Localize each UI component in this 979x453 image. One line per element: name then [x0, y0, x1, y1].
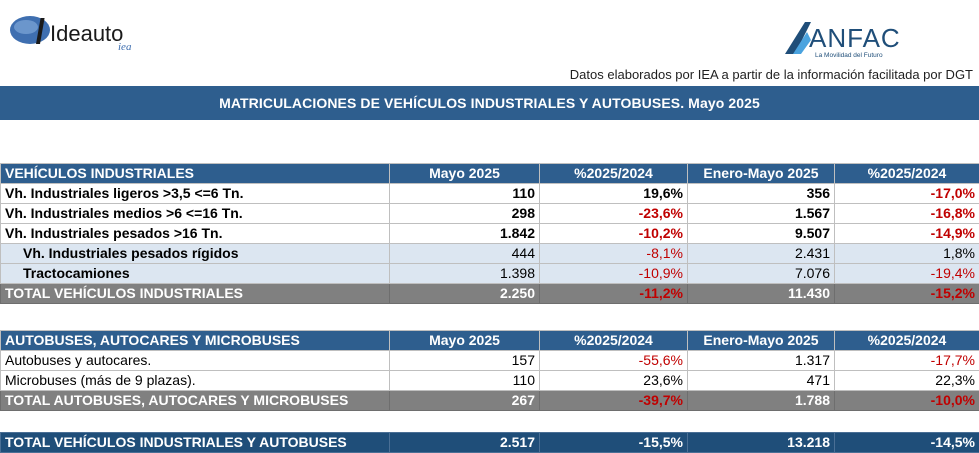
col-header-month: Mayo 2025	[389, 163, 540, 184]
col-header-ytd: Enero-Mayo 2025	[687, 330, 835, 351]
month-value: 157	[389, 350, 540, 371]
col-header-ytd: Enero-Mayo 2025	[687, 163, 835, 184]
grand-total-row: TOTAL VEHÍCULOS INDUSTRIALES Y AUTOBUSES…	[0, 432, 979, 453]
anfac-logo-tagline: La Movilidad del Futuro	[815, 52, 883, 59]
ytd-pct: -14,9%	[834, 223, 979, 244]
col-header-category: VEHÍCULOS INDUSTRIALES	[0, 163, 390, 184]
col-header-pct-ytd: %2025/2024	[834, 163, 979, 184]
ideauto-logo: Ideauto iea	[6, 10, 156, 54]
table-row: Vh. Industriales pesados rígidos 444 -8,…	[0, 243, 979, 264]
row-label: Autobuses y autocares.	[0, 350, 390, 371]
month-pct: -55,6%	[539, 350, 688, 371]
total-ytd-value: 1.788	[687, 390, 835, 411]
col-header-category: AUTOBUSES, AUTOCARES Y MICROBUSES	[0, 330, 390, 351]
month-pct: -8,1%	[539, 243, 688, 264]
total-month-value: 2.250	[389, 283, 540, 304]
month-pct: -10,9%	[539, 263, 688, 284]
grand-total-ytd-value: 13.218	[687, 432, 835, 453]
total-ytd-pct: -10,0%	[834, 390, 979, 411]
source-note: Datos elaborados por IEA a partir de la …	[569, 67, 973, 82]
ytd-pct: 22,3%	[834, 370, 979, 391]
row-label: Vh. Industriales medios >6 <=16 Tn.	[0, 203, 390, 224]
col-header-pct-month: %2025/2024	[539, 163, 688, 184]
col-header-pct-month: %2025/2024	[539, 330, 688, 351]
month-pct: 23,6%	[539, 370, 688, 391]
grand-total-table: TOTAL VEHÍCULOS INDUSTRIALES Y AUTOBUSES…	[0, 432, 979, 453]
ytd-pct: -17,7%	[834, 350, 979, 371]
total-row: TOTAL VEHÍCULOS INDUSTRIALES 2.250 -11,2…	[0, 283, 979, 304]
row-label: Vh. Industriales pesados rígidos	[0, 243, 390, 264]
ideauto-logo-sub: iea	[118, 41, 132, 53]
total-month-value: 267	[389, 390, 540, 411]
ytd-value: 1.567	[687, 203, 835, 224]
total-ytd-pct: -15,2%	[834, 283, 979, 304]
row-label: Vh. Industriales ligeros >3,5 <=6 Tn.	[0, 183, 390, 204]
row-label: Vh. Industriales pesados >16 Tn.	[0, 223, 390, 244]
month-value: 110	[389, 183, 540, 204]
month-pct: -10,2%	[539, 223, 688, 244]
total-month-pct: -39,7%	[539, 390, 688, 411]
row-label: Microbuses (más de 9 plazas).	[0, 370, 390, 391]
grand-total-ytd-pct: -14,5%	[834, 432, 979, 453]
month-value: 1.842	[389, 223, 540, 244]
ideauto-logo-mark: Ideauto iea	[10, 16, 132, 53]
ytd-pct: -17,0%	[834, 183, 979, 204]
ideauto-logo-text: Ideauto	[50, 21, 123, 46]
anfac-logo-mark: ANFAC La Movilidad del Futuro	[785, 22, 901, 59]
month-value: 444	[389, 243, 540, 264]
anfac-logo-text: ANFAC	[809, 23, 901, 53]
buses-table: AUTOBUSES, AUTOCARES Y MICROBUSES Mayo 2…	[0, 330, 979, 411]
month-pct: 19,6%	[539, 183, 688, 204]
row-label: Tractocamiones	[0, 263, 390, 284]
ytd-value: 2.431	[687, 243, 835, 264]
table-header-row: AUTOBUSES, AUTOCARES Y MICROBUSES Mayo 2…	[0, 330, 979, 351]
report-title-banner: MATRICULACIONES DE VEHÍCULOS INDUSTRIALE…	[0, 86, 979, 120]
ytd-pct: -16,8%	[834, 203, 979, 224]
anfac-logo: ANFAC La Movilidad del Futuro	[783, 20, 943, 64]
ytd-pct: 1,8%	[834, 243, 979, 264]
industrial-vehicles-table: VEHÍCULOS INDUSTRIALES Mayo 2025 %2025/2…	[0, 163, 979, 304]
total-row: TOTAL AUTOBUSES, AUTOCARES Y MICROBUSES …	[0, 390, 979, 411]
month-value: 1.398	[389, 263, 540, 284]
grand-total-month-pct: -15,5%	[539, 432, 688, 453]
report-title: MATRICULACIONES DE VEHÍCULOS INDUSTRIALE…	[219, 95, 760, 111]
ytd-value: 471	[687, 370, 835, 391]
col-header-pct-ytd: %2025/2024	[834, 330, 979, 351]
total-label: TOTAL AUTOBUSES, AUTOCARES Y MICROBUSES	[0, 390, 390, 411]
ytd-value: 7.076	[687, 263, 835, 284]
table-row: Autobuses y autocares. 157 -55,6% 1.317 …	[0, 350, 979, 371]
total-label: TOTAL VEHÍCULOS INDUSTRIALES	[0, 283, 390, 304]
total-month-pct: -11,2%	[539, 283, 688, 304]
ytd-value: 9.507	[687, 223, 835, 244]
total-ytd-value: 11.430	[687, 283, 835, 304]
table-row: Microbuses (más de 9 plazas). 110 23,6% …	[0, 370, 979, 391]
table-row: Tractocamiones 1.398 -10,9% 7.076 -19,4%	[0, 263, 979, 284]
table-row: Vh. Industriales medios >6 <=16 Tn. 298 …	[0, 203, 979, 224]
month-value: 110	[389, 370, 540, 391]
month-value: 298	[389, 203, 540, 224]
grand-total-label: TOTAL VEHÍCULOS INDUSTRIALES Y AUTOBUSES	[0, 432, 390, 453]
table-header-row: VEHÍCULOS INDUSTRIALES Mayo 2025 %2025/2…	[0, 163, 979, 184]
grand-total-month-value: 2.517	[389, 432, 540, 453]
col-header-month: Mayo 2025	[389, 330, 540, 351]
table-row: Vh. Industriales ligeros >3,5 <=6 Tn. 11…	[0, 183, 979, 204]
month-pct: -23,6%	[539, 203, 688, 224]
ytd-value: 1.317	[687, 350, 835, 371]
table-row: Vh. Industriales pesados >16 Tn. 1.842 -…	[0, 223, 979, 244]
ytd-value: 356	[687, 183, 835, 204]
ytd-pct: -19,4%	[834, 263, 979, 284]
